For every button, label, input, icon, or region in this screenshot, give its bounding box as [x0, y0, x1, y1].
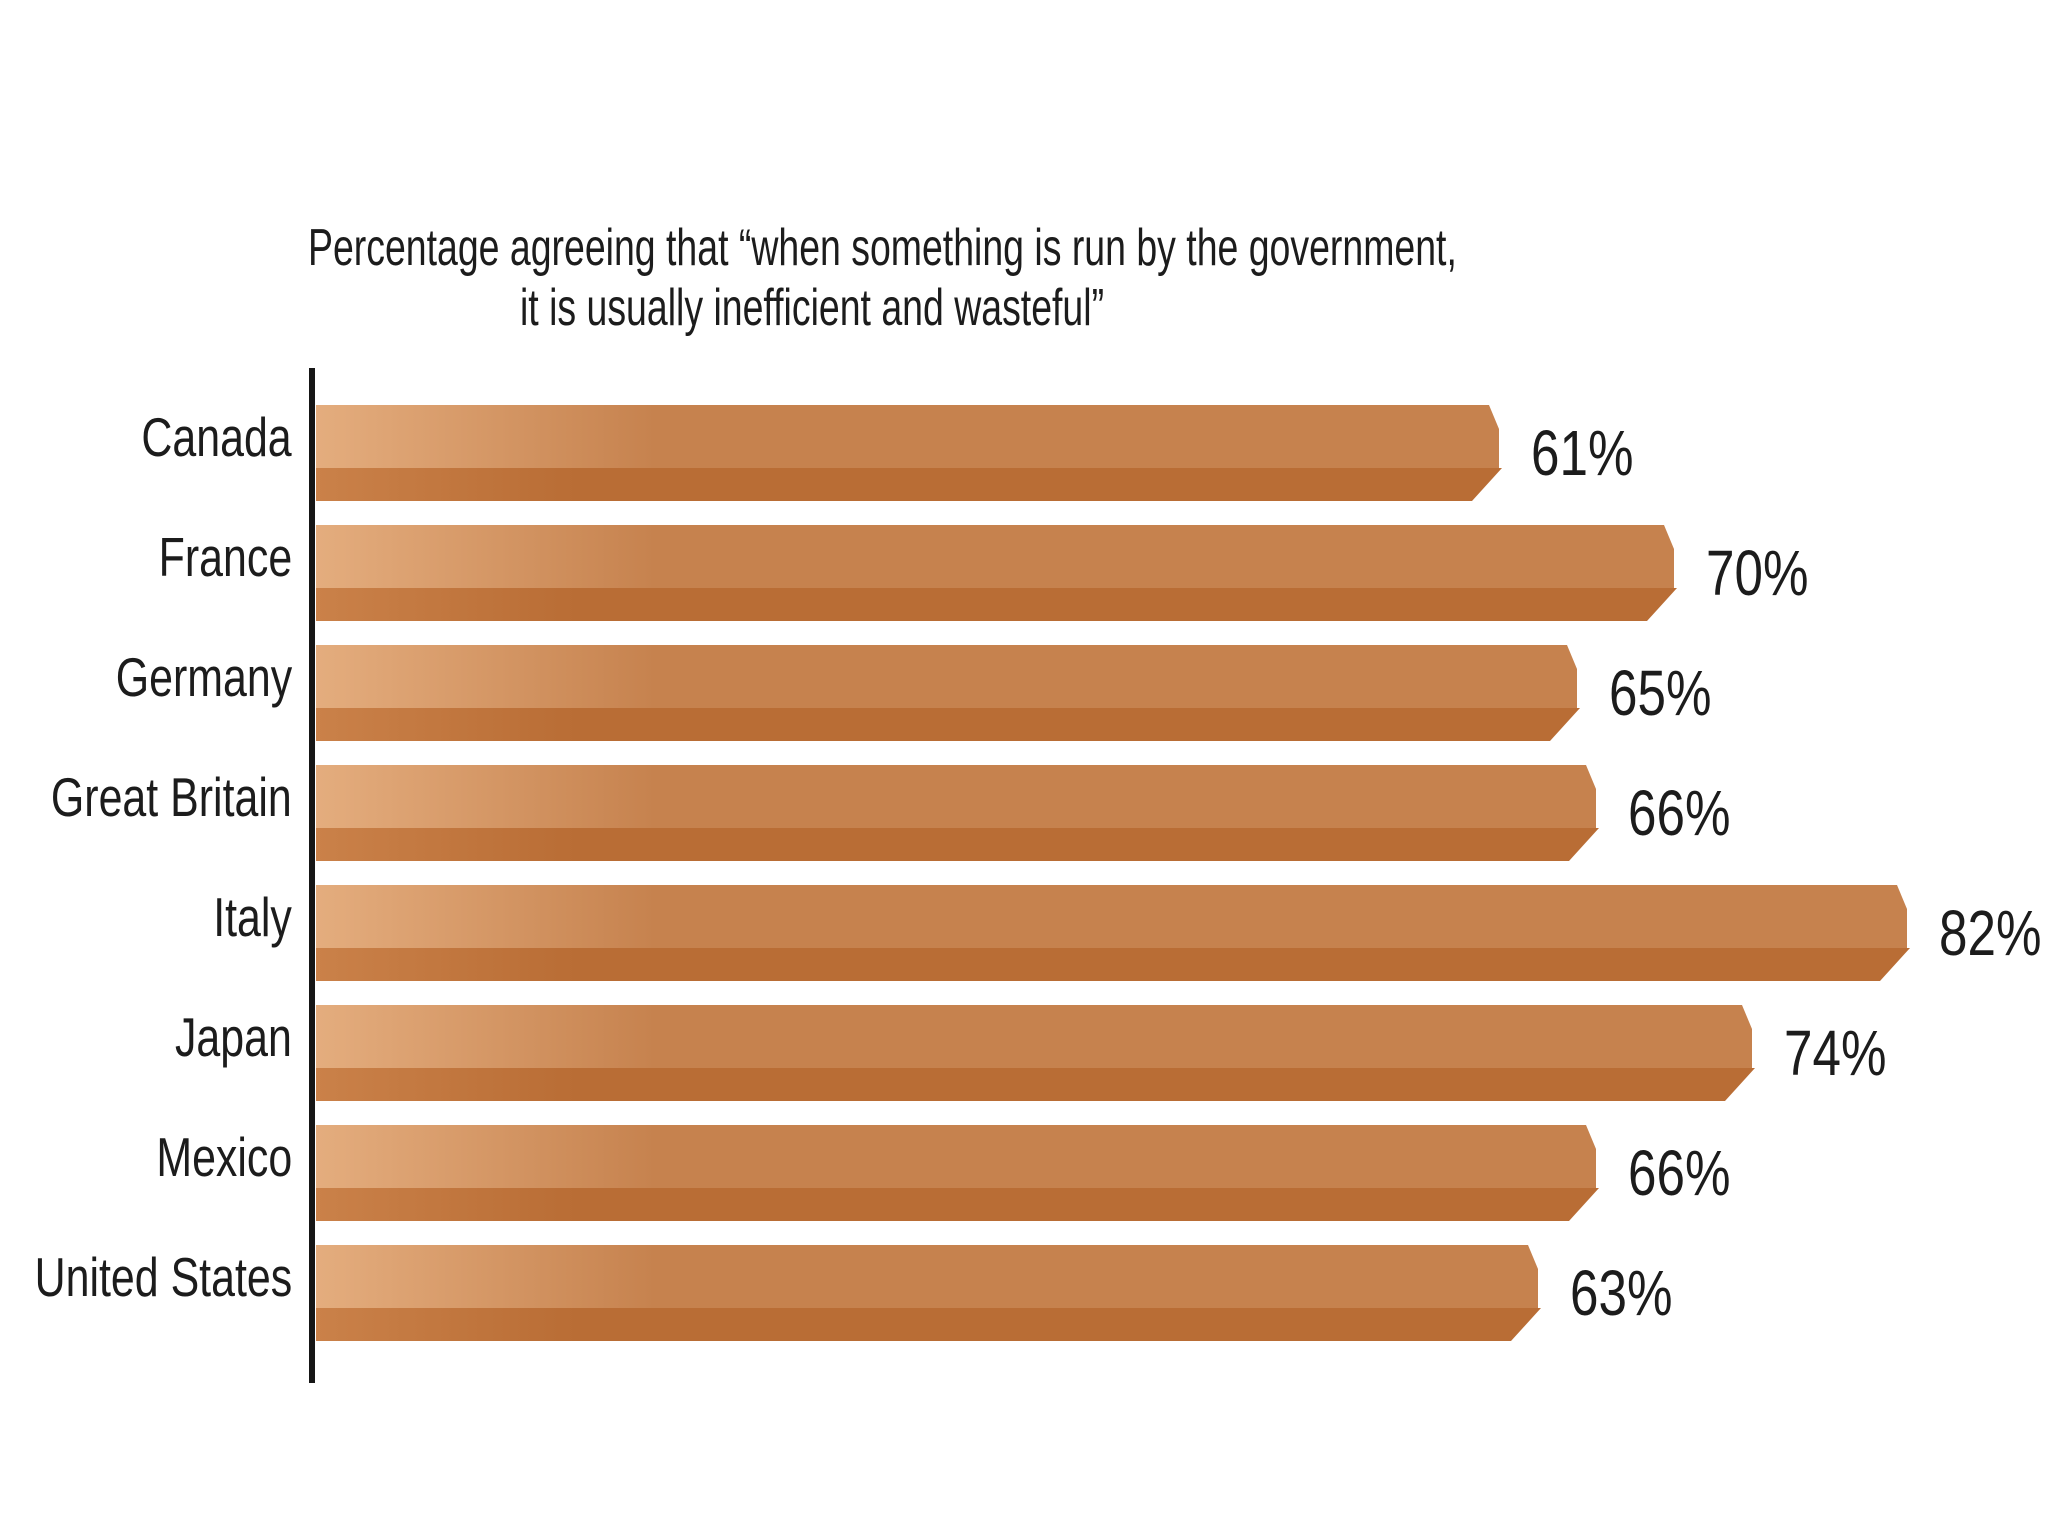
bar-face-japan	[316, 1005, 1752, 1068]
bar-face-mexico	[316, 1125, 1596, 1188]
bar-face-great-britain	[316, 765, 1596, 828]
value-label-italy: 82%	[1939, 885, 2048, 981]
value-label-great-britain: 66%	[1628, 765, 1756, 861]
category-label-japan: Japan	[0, 1005, 292, 1068]
chart-title-line1: Percentage agreeing that “when something…	[307, 219, 1457, 277]
category-label-text: France	[158, 525, 292, 588]
y-axis-line	[309, 368, 315, 1383]
bar-bottom-edge-italy	[316, 948, 1910, 981]
bar-bottom-edge-great-britain	[316, 828, 1599, 861]
bar-row-germany: Germany 65%	[0, 645, 2048, 741]
value-label-text: 65%	[1609, 657, 1712, 729]
bar-row-mexico: Mexico 66%	[0, 1125, 2048, 1221]
bar-france	[316, 525, 1677, 621]
bar-row-canada: Canada 61%	[0, 405, 2048, 501]
bar-row-italy: Italy 82%	[0, 885, 2048, 981]
bar-japan	[316, 1005, 1755, 1101]
value-label-united-states: 63%	[1570, 1245, 1698, 1341]
category-label-italy: Italy	[0, 885, 292, 948]
category-label-mexico: Mexico	[0, 1125, 292, 1188]
bar-bottom-edge-france	[316, 588, 1677, 621]
chart-title-line2: it is usually inefficient and wasteful”	[519, 279, 1105, 337]
category-label-canada: Canada	[0, 405, 292, 468]
chart-title: Percentage agreeing that “when something…	[112, 218, 1512, 338]
category-label-text: Germany	[115, 645, 292, 708]
bar-mexico	[316, 1125, 1599, 1221]
value-label-text: 61%	[1531, 417, 1634, 489]
category-label-text: Canada	[141, 405, 292, 468]
bar-row-japan: Japan 74%	[0, 1005, 2048, 1101]
bar-face-italy	[316, 885, 1907, 948]
bar-great-britain	[316, 765, 1599, 861]
bar-face-united-states	[316, 1245, 1538, 1308]
value-label-text: 66%	[1628, 1137, 1731, 1209]
category-label-germany: Germany	[0, 645, 292, 708]
bar-bottom-edge-united-states	[316, 1308, 1541, 1341]
bar-row-france: France 70%	[0, 525, 2048, 621]
value-label-mexico: 66%	[1628, 1125, 1756, 1221]
bar-bottom-edge-japan	[316, 1068, 1755, 1101]
value-label-text: 70%	[1706, 537, 1809, 609]
bar-row-united-states: United States 63%	[0, 1245, 2048, 1341]
bar-united-states	[316, 1245, 1541, 1341]
bar-face-canada	[316, 405, 1499, 468]
category-label-united-states: United States	[0, 1245, 292, 1308]
bar-face-germany	[316, 645, 1577, 708]
value-label-text: 74%	[1784, 1017, 1887, 1089]
bar-face-france	[316, 525, 1674, 588]
bar-row-great-britain: Great Britain 66%	[0, 765, 2048, 861]
value-label-text: 66%	[1628, 777, 1731, 849]
bar-bottom-edge-canada	[316, 468, 1502, 501]
category-label-text: Great Britain	[51, 765, 292, 828]
bar-italy	[316, 885, 1910, 981]
category-label-great-britain: Great Britain	[0, 765, 292, 828]
value-label-germany: 65%	[1609, 645, 1737, 741]
category-label-text: United States	[34, 1245, 292, 1308]
category-label-text: Italy	[213, 885, 292, 948]
value-label-japan: 74%	[1784, 1005, 1912, 1101]
category-label-france: France	[0, 525, 292, 588]
category-label-text: Japan	[175, 1005, 292, 1068]
bar-bottom-edge-germany	[316, 708, 1580, 741]
bar-bottom-edge-mexico	[316, 1188, 1599, 1221]
value-label-text: 63%	[1570, 1257, 1673, 1329]
category-label-text: Mexico	[156, 1125, 292, 1188]
bar-germany	[316, 645, 1580, 741]
value-label-text: 82%	[1939, 897, 2042, 969]
bar-canada	[316, 405, 1502, 501]
value-label-canada: 61%	[1531, 405, 1659, 501]
value-label-france: 70%	[1706, 525, 1834, 621]
